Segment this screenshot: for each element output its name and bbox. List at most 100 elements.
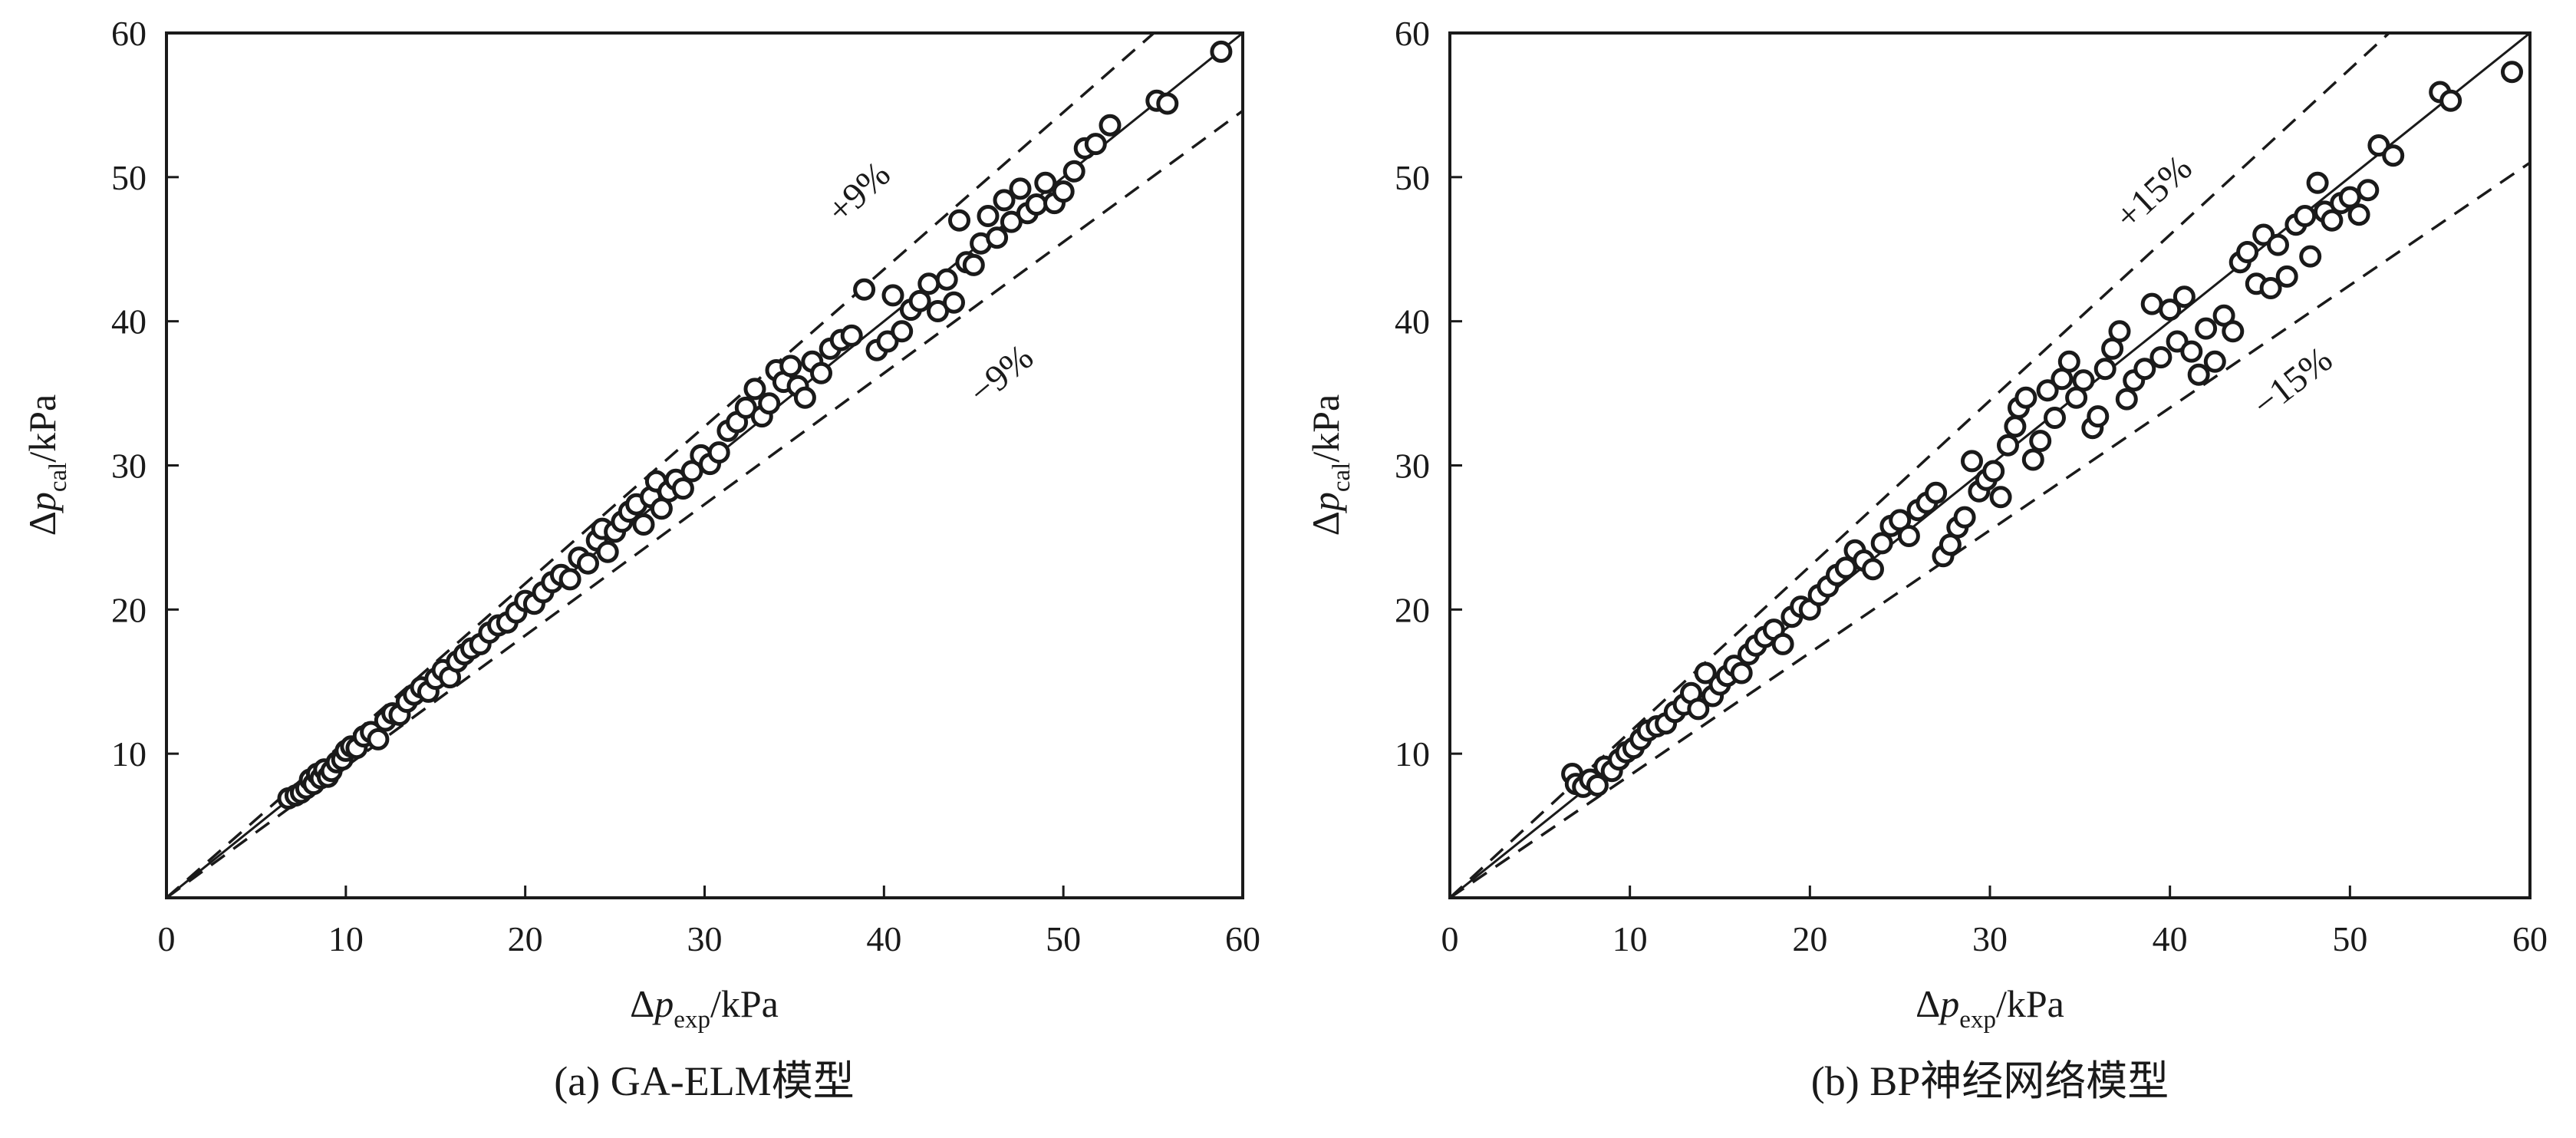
- panel-b-data-point: [2439, 89, 2462, 112]
- panel-a-data-point: [986, 226, 1009, 249]
- panel-b-data-point: [1730, 661, 1753, 684]
- panel-a-ticks: [166, 176, 1065, 898]
- panel-b-data-point: [1997, 434, 2019, 457]
- panel-a-x-tick-label: 50: [1046, 919, 1081, 958]
- panel-b-data-point: [2072, 369, 2095, 392]
- panel-b-data-point: [2203, 350, 2226, 373]
- panel-a-x-tick-label: 0: [158, 919, 176, 958]
- panel-a-data-point: [1009, 177, 1032, 200]
- panel-b-data-point: [1953, 506, 1976, 529]
- panel-b-data-point: [2021, 448, 2044, 471]
- panel-b-x-tick-label: 30: [1972, 919, 2008, 958]
- panel-b: 0 10 20 30 40 50 60 10 20 30 40 50 60 +15% −15% Δpex…: [1304, 14, 2548, 1104]
- panel-b-data-point: [2115, 388, 2138, 411]
- panel-a-upper-band-label: +9%: [819, 153, 898, 231]
- panel-a-x-axis-label: Δpexp/kPa: [630, 982, 779, 1034]
- panel-b-data-point: [1889, 509, 1912, 532]
- panel-b-data-point: [1961, 450, 1983, 473]
- panel-a-y-axis-label: Δpcal/kPa: [21, 394, 72, 536]
- panel-b-data-point: [2294, 205, 2317, 227]
- panel-b-data-point: [2347, 203, 2370, 226]
- panel-b-data-point: [2236, 241, 2259, 263]
- panel-a-data-point: [793, 386, 816, 409]
- panel-a-data-point: [840, 324, 863, 347]
- panel-b-data-point: [2044, 407, 2066, 429]
- panel-a-y-tick-label: 40: [111, 302, 147, 341]
- panel-b-data-point: [2357, 179, 2380, 202]
- panel-b-x-tick-label: 10: [1612, 919, 1648, 958]
- panel-a-caption: (a) GA-ELM模型: [554, 1058, 854, 1104]
- panel-a-data-point: [779, 355, 802, 378]
- panel-a-data-point: [1025, 193, 1048, 216]
- panel-b-data-point: [1982, 460, 2005, 483]
- panel-a-data-point: [917, 272, 940, 295]
- panel-a-data-point: [1062, 160, 1085, 183]
- panel-b-data-point: [2149, 346, 2172, 369]
- panel-a-y-tick-label: 10: [111, 734, 147, 774]
- panel-a-data-point: [993, 189, 1016, 212]
- panel-a-data-point: [1084, 133, 1107, 156]
- panel-b-data-point: [2108, 320, 2131, 343]
- panel-b-x-tick-label: 20: [1792, 919, 1827, 958]
- panel-b-data-point: [1989, 486, 2012, 509]
- panel-b-ticks: [1450, 176, 2351, 898]
- panel-b-data-point: [2267, 233, 2289, 256]
- panel-a-upper-band-line: [166, 33, 1155, 898]
- panel-a-data-point: [876, 330, 899, 353]
- panel-b-data-point: [1771, 632, 1794, 655]
- panel-b-y-tick-label: 60: [1395, 14, 1430, 53]
- panel-a-x-tick-label: 40: [866, 919, 901, 958]
- panel-b-data-point: [2029, 430, 2052, 453]
- panel-b-y-tick-label: 10: [1395, 734, 1430, 774]
- panel-a-data-point: [558, 568, 581, 591]
- panel-b-data-point: [1687, 698, 1710, 721]
- panel-b-caption: (b) BP神经网络模型: [1811, 1058, 2169, 1104]
- panel-b-data-point: [2087, 405, 2110, 428]
- panel-b-data-point: [2338, 186, 2361, 209]
- panel-a-data-point: [596, 540, 619, 563]
- panel-b-points: [1561, 61, 2523, 798]
- panel-b-upper-band-label: +15%: [2107, 147, 2199, 237]
- panel-b-data-point: [2187, 363, 2210, 386]
- panel-a-data-point: [1156, 92, 1179, 115]
- panel-b-data-point: [2299, 245, 2322, 268]
- panel-a-data-point: [632, 513, 655, 536]
- panel-a-data-point: [948, 209, 970, 232]
- panel-b-data-point: [1586, 774, 1609, 797]
- panel-b-y-axis-label: Δpcal/kPa: [1304, 394, 1356, 536]
- panel-b-data-point: [2382, 144, 2405, 167]
- panel-b-y-tick-label: 30: [1395, 447, 1430, 486]
- panel-b-data-point: [2036, 379, 2059, 402]
- panel-b-data-point: [2180, 340, 2203, 363]
- panel-b-data-point: [1862, 558, 1884, 581]
- panel-b-data-point: [2172, 285, 2196, 308]
- panel-b-data-point: [2004, 415, 2027, 438]
- panel-a-data-point: [367, 727, 390, 750]
- panel-a-y-tick-label: 60: [111, 14, 147, 53]
- panel-a-data-point: [707, 441, 730, 464]
- panel-a-data-point: [1099, 114, 1122, 137]
- panel-a-data-point: [908, 289, 931, 312]
- panel-a-tick-labels: 0 10 20 30 40 50 60 10 20 30 40 50 60: [111, 14, 1260, 958]
- panel-b-lower-band-label: −15%: [2245, 338, 2340, 425]
- panel-a-y-tick-label: 20: [111, 590, 147, 629]
- panel-a-data-point: [891, 320, 914, 343]
- panel-b-data-point: [1897, 525, 1920, 547]
- panel-a-data-point: [680, 460, 703, 483]
- panel-a-data-point: [1052, 180, 1075, 203]
- panel-a-x-tick-label: 60: [1225, 919, 1260, 958]
- panel-b-data-point: [2222, 320, 2245, 343]
- panel-b-x-tick-label: 40: [2153, 919, 2188, 958]
- panel-a: 0 10 20 30 40 50 60 10 20 30 40 50 60 +9% −9% Δpexp/…: [21, 14, 1260, 1104]
- panel-b-y-tick-label: 40: [1395, 302, 1430, 341]
- panel-a-data-point: [935, 268, 958, 291]
- panel-b-data-point: [1870, 532, 1893, 555]
- panel-b-data-point: [2259, 277, 2282, 299]
- panel-b-tick-labels: 0 10 20 30 40 50 60 10 20 30 40 50 60: [1395, 14, 2548, 958]
- panel-b-data-point: [2140, 292, 2163, 315]
- panel-a-y-tick-label: 50: [111, 158, 147, 197]
- panel-a-lower-band-label: −9%: [961, 337, 1041, 413]
- panel-b-lower-band-line: [1450, 161, 2530, 898]
- panel-b-y-tick-label: 50: [1395, 158, 1430, 197]
